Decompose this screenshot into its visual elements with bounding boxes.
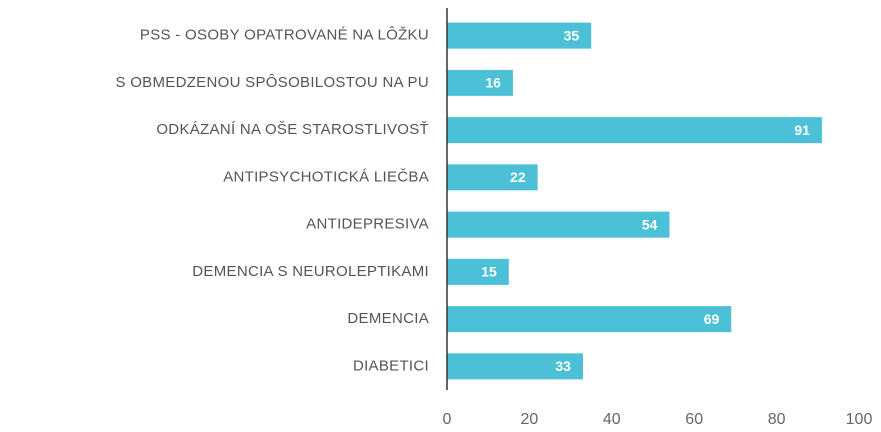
y-tick-label: ANTIPSYCHOTICKÁ LIEČBA — [223, 168, 429, 185]
y-tick-label: ODKÁZANÍ NA OŠE STAROSTLIVOSŤ — [156, 121, 429, 138]
bar — [447, 69, 513, 96]
value-label: 35 — [564, 27, 580, 43]
x-tick-label: 100 — [846, 411, 873, 428]
y-tick-label: S OBMEDZENOU SPÔSOBILOSTOU NA PU — [115, 74, 429, 91]
bar — [447, 164, 538, 191]
bar — [447, 22, 592, 49]
y-tick-label: DEMENCIA S NEUROLEPTIKAMI — [192, 263, 429, 280]
bar — [447, 353, 583, 380]
value-label: 91 — [794, 122, 810, 138]
y-tick-label: DIABETICI — [353, 357, 429, 374]
x-tick-label: 80 — [768, 411, 786, 428]
value-label: 22 — [510, 169, 526, 185]
y-tick-label: PSS - OSOBY OPATROVANÉ NA LÔŽKU — [140, 27, 429, 44]
value-label: 69 — [704, 311, 720, 327]
x-tick-label: 60 — [685, 411, 703, 428]
bar — [447, 306, 732, 333]
value-label: 15 — [481, 264, 497, 280]
x-tick-label: 40 — [603, 411, 621, 428]
bar — [447, 117, 822, 144]
y-tick-label: DEMENCIA — [347, 310, 429, 327]
x-tick-label: 20 — [521, 411, 539, 428]
value-label: 16 — [485, 75, 501, 91]
y-tick-label: ANTIDEPRESIVA — [306, 216, 429, 233]
bar — [447, 258, 509, 285]
value-label: 54 — [642, 216, 658, 232]
x-tick-label: 0 — [443, 411, 452, 428]
bar — [447, 211, 670, 238]
value-label: 33 — [555, 358, 571, 374]
